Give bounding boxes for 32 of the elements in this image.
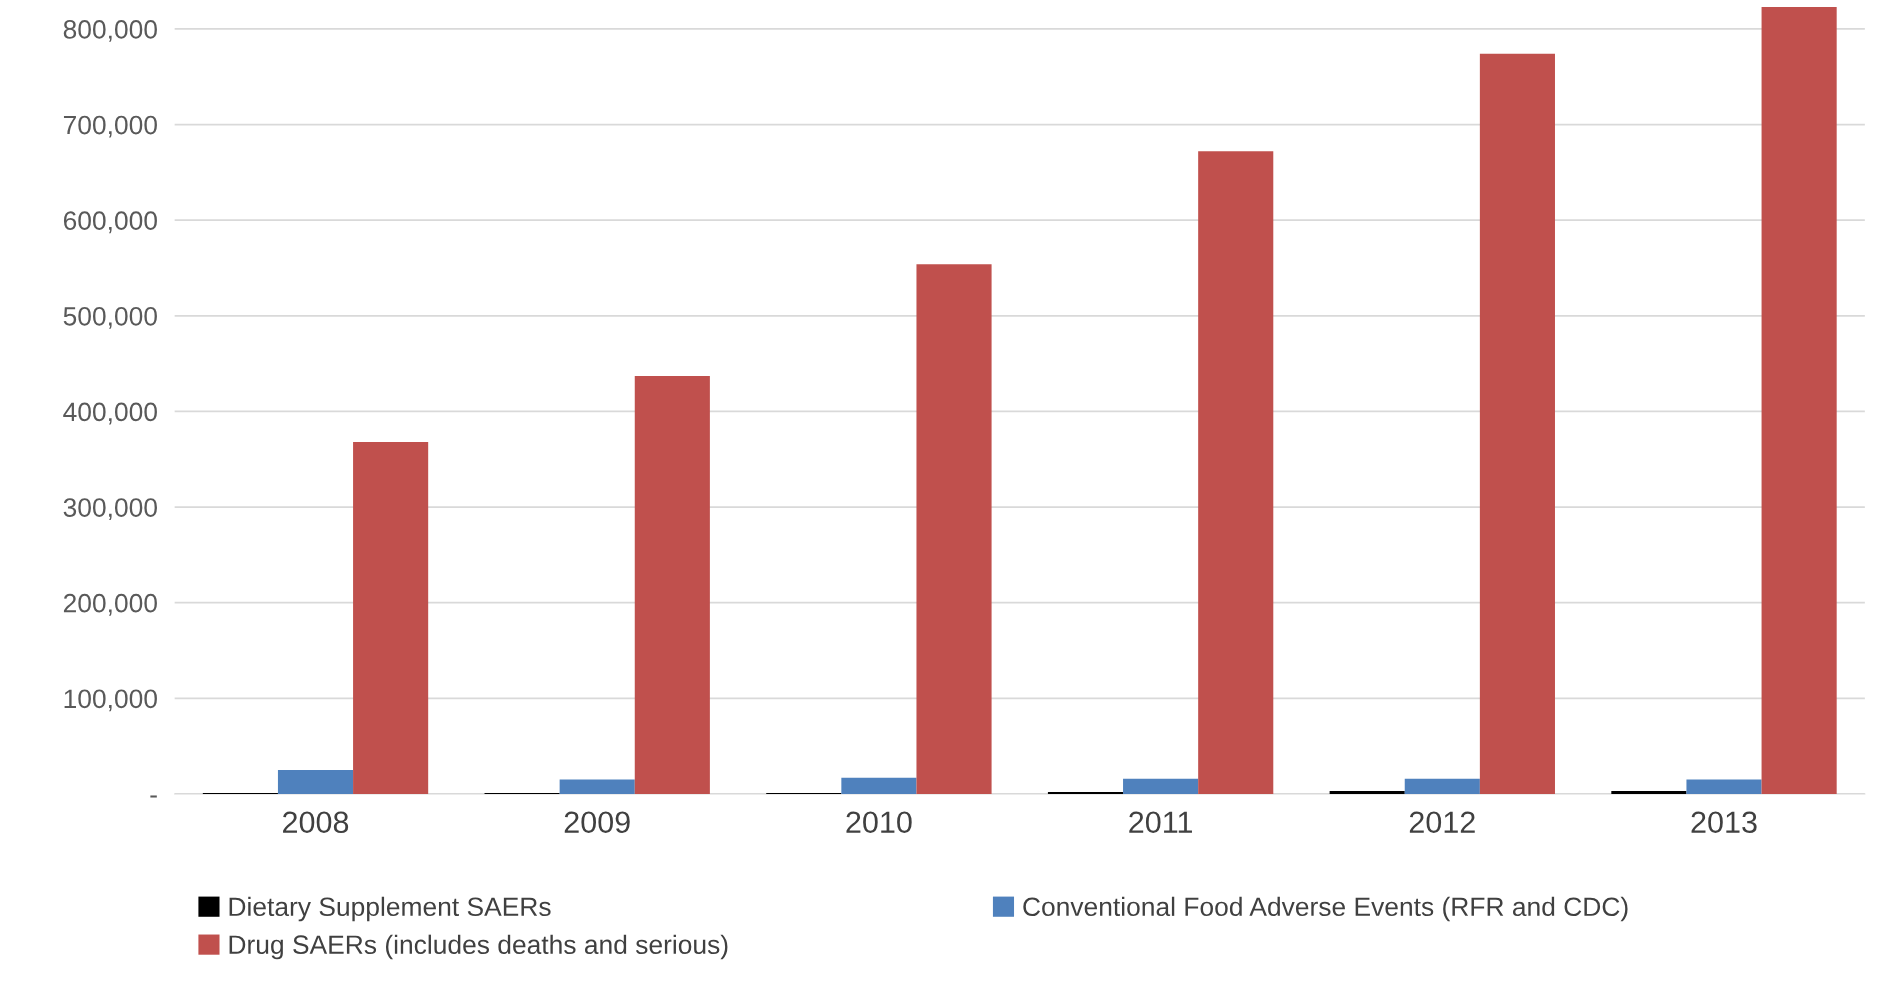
bar: [559, 779, 635, 794]
bar: [1686, 779, 1762, 794]
x-tick-label: 2009: [564, 811, 630, 834]
legend-label: Conventional Food Adverse Events (RFR and CDC): [1023, 896, 1628, 922]
y-tick-label: 300,000: [63, 498, 157, 521]
x-tick-label: 2011: [1129, 811, 1192, 834]
x-tick-label: 2013: [1691, 811, 1757, 834]
bar: [916, 264, 992, 794]
y-tick-label: 600,000: [63, 211, 157, 234]
y-tick-label: 100,000: [64, 689, 157, 712]
x-tick-label: 2012: [1409, 811, 1475, 834]
bar: [841, 777, 917, 794]
bar: [353, 442, 429, 794]
x-tick-label: 2010: [846, 811, 912, 834]
y-tick-label: 800,000: [63, 20, 157, 42]
y-tick-label: -: [150, 795, 157, 798]
bar: [1479, 53, 1555, 794]
x-tick-label: 2008: [283, 811, 349, 834]
bar: [1611, 791, 1687, 794]
bar: [1761, 6, 1837, 794]
bar: [1198, 151, 1274, 794]
bar: [1123, 778, 1199, 794]
bar: [1329, 791, 1405, 794]
y-tick-label: 500,000: [63, 306, 157, 329]
bar: [1404, 778, 1480, 794]
bar: [277, 770, 354, 794]
y-tick-label: 700,000: [63, 115, 157, 138]
y-tick-label: 400,000: [63, 402, 157, 425]
legend-label: Drug SAERs (includes deaths and serious): [229, 934, 728, 960]
legend-label: Dietary Supplement SAERs: [229, 896, 551, 922]
bar: [634, 376, 710, 794]
y-tick-label: 200,000: [63, 593, 157, 616]
